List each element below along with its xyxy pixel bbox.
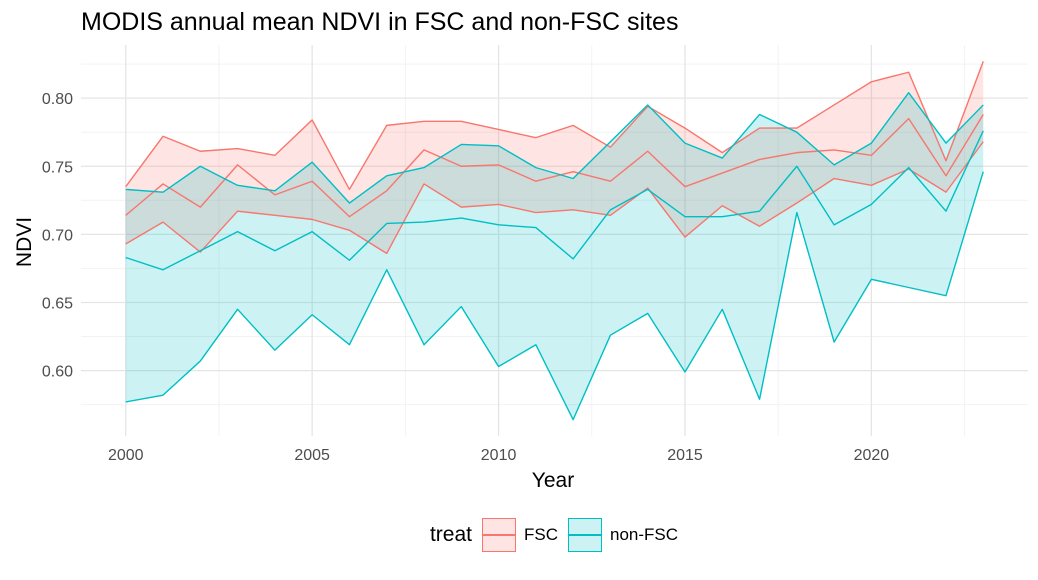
ribbon-layer xyxy=(125,61,984,420)
y-tick-label: 0.65 xyxy=(42,295,73,312)
y-axis-title: NDVI xyxy=(13,217,36,267)
line-fsc-upper xyxy=(125,61,984,191)
axis-layer: 2000 2005 2010 2015 2020 0.60 0.65 0.70 0.75 0.80 xyxy=(42,91,889,464)
legend-label-fsc: FSC xyxy=(524,525,558,544)
x-tick-label: 2020 xyxy=(854,447,890,464)
x-axis-title: Year xyxy=(532,469,574,492)
x-tick-label: 2005 xyxy=(294,447,330,464)
x-tick-label: 2010 xyxy=(481,447,517,464)
x-tick-label: 2015 xyxy=(667,447,703,464)
y-tick-label: 0.75 xyxy=(42,159,73,176)
line-layer xyxy=(125,61,984,421)
legend-label-non-fsc: non-FSC xyxy=(610,525,679,544)
ribbon-non-fsc xyxy=(125,92,984,420)
y-tick-label: 0.70 xyxy=(42,227,73,244)
ribbon-fsc xyxy=(125,61,984,254)
legend-title: treat xyxy=(429,523,472,546)
legend-key-non-fsc xyxy=(568,518,602,552)
line-fsc-lower xyxy=(125,141,984,255)
line-non-fsc-upper xyxy=(125,91,984,204)
legend-item-fsc: FSC xyxy=(482,518,558,552)
ndvi-chart: 2000 2005 2010 2015 2020 0.60 0.65 0.70 0.75 0.80… xyxy=(13,45,1028,492)
x-tick-label: 2000 xyxy=(108,447,144,464)
y-tick-label: 0.60 xyxy=(42,364,73,381)
legend: treat FSC non-FSC xyxy=(0,518,1038,552)
y-tick-label: 0.80 xyxy=(42,91,73,108)
legend-item-non-fsc: non-FSC xyxy=(568,518,678,552)
line-non-fsc-mean xyxy=(125,130,984,271)
line-non-fsc-lower xyxy=(125,171,984,421)
legend-key-fsc xyxy=(482,518,516,552)
chart-title: MODIS annual mean NDVI in FSC and non-FS… xyxy=(81,8,679,36)
